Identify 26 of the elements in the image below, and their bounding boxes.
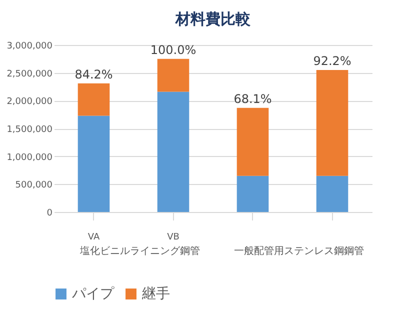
legend-label: パイプ [71, 286, 115, 302]
text: 一般配管用ステンレス鋼鋼管 [234, 246, 364, 257]
y-tick-label: 1,500,000 [6, 125, 53, 135]
bar [236, 176, 269, 212]
annotation: 84.2% [74, 67, 113, 82]
annotation: 68.1% [234, 92, 272, 106]
annotation: 100.0% [150, 42, 196, 57]
text: 塩化ビニルライニング鋼管 [78, 245, 200, 257]
bar [157, 92, 190, 212]
bar [236, 108, 269, 176]
y-tick-label: 2,500,000 [6, 69, 53, 80]
annotation: 92.2% [313, 54, 352, 68]
x-tick-label: VA [88, 232, 100, 242]
bar [78, 83, 110, 116]
y-tick-label: 2,000,000 [6, 97, 53, 108]
chart-title: 材料費比較 [174, 10, 252, 28]
bar [157, 58, 190, 92]
bar [78, 116, 110, 212]
x-tick-label: VB [167, 232, 180, 242]
bar [316, 70, 348, 176]
legend-label: 継手 [141, 286, 170, 302]
y-tick-label: 0 [46, 208, 53, 218]
y-tick-label: 500,000 [15, 180, 53, 191]
y-tick-label: 1,000,000 [6, 152, 53, 163]
bar [316, 176, 348, 212]
y-tick-label: 3,000,000 [6, 42, 53, 52]
